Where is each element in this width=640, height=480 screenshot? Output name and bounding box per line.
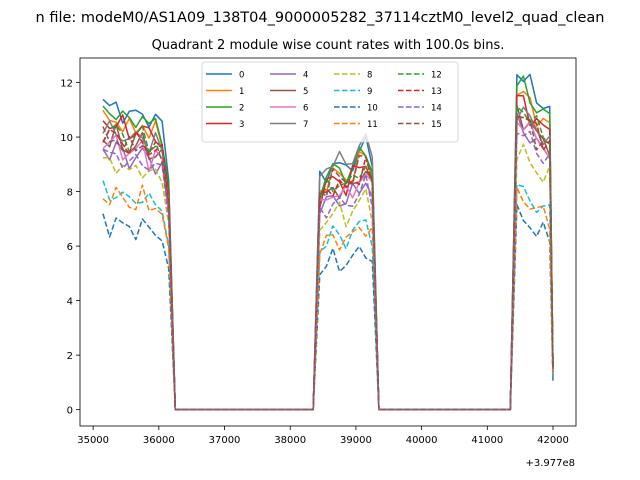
plot-frame bbox=[79, 57, 577, 427]
legend-label-11: 11 bbox=[367, 120, 378, 130]
legend-label-8: 8 bbox=[367, 71, 372, 81]
legend-label-6: 6 bbox=[303, 104, 308, 114]
x-tick-label: 37000 bbox=[209, 435, 241, 446]
y-tick-label: 10 bbox=[60, 133, 73, 144]
y-tick-label: 6 bbox=[67, 242, 73, 253]
y-tick-label: 2 bbox=[67, 351, 73, 362]
y-tick-label: 0 bbox=[67, 406, 73, 417]
figure-suptitle: n file: modeM0/AS1A09_138T04_9000005282_… bbox=[36, 10, 605, 26]
series-line-9 bbox=[102, 180, 554, 411]
axes-layer: 35000 36000 37000 38000 39000 40000 41000 42000… bbox=[60, 79, 569, 446]
legend-label-1: 1 bbox=[239, 87, 244, 97]
legend-label-2: 2 bbox=[239, 104, 244, 114]
series-line-12 bbox=[102, 105, 554, 411]
legend-label-7: 7 bbox=[303, 120, 308, 130]
legend-label-13: 13 bbox=[431, 87, 442, 97]
y-tick-label: 12 bbox=[60, 79, 73, 90]
x-tick-label: 36000 bbox=[143, 435, 175, 446]
series-line-2 bbox=[102, 75, 554, 411]
x-offset-label: +3.977e8 bbox=[525, 458, 575, 469]
legend-label-12: 12 bbox=[431, 71, 442, 81]
legend-label-5: 5 bbox=[303, 87, 308, 97]
x-tick-label: 40000 bbox=[406, 435, 438, 446]
series-line-7 bbox=[102, 106, 554, 411]
legend-label-15: 15 bbox=[431, 120, 442, 130]
x-tick-label: 41000 bbox=[471, 435, 503, 446]
legend-label-0: 0 bbox=[239, 71, 244, 81]
series-line-14 bbox=[102, 130, 554, 411]
x-tick-label: 38000 bbox=[274, 435, 306, 446]
series-layer bbox=[102, 73, 554, 411]
x-tick-label: 39000 bbox=[340, 435, 372, 446]
y-tick-label: 8 bbox=[67, 188, 73, 199]
legend-label-10: 10 bbox=[367, 104, 378, 114]
legend-label-14: 14 bbox=[431, 104, 442, 114]
x-tick-label: 35000 bbox=[77, 435, 109, 446]
series-line-10 bbox=[102, 203, 554, 411]
series-line-11 bbox=[102, 184, 554, 411]
legend-label-4: 4 bbox=[303, 71, 308, 81]
x-tick-label: 42000 bbox=[537, 435, 569, 446]
legend-label-9: 9 bbox=[367, 87, 372, 97]
chart-title: Quadrant 2 module wise count rates with … bbox=[152, 38, 505, 53]
series-line-8 bbox=[102, 143, 554, 411]
y-tick-label: 4 bbox=[67, 297, 73, 308]
series-line-6 bbox=[102, 121, 554, 411]
legend-frame bbox=[201, 61, 459, 143]
series-line-3 bbox=[102, 94, 554, 411]
legend-label-3: 3 bbox=[239, 120, 244, 130]
series-line-15 bbox=[102, 116, 554, 411]
